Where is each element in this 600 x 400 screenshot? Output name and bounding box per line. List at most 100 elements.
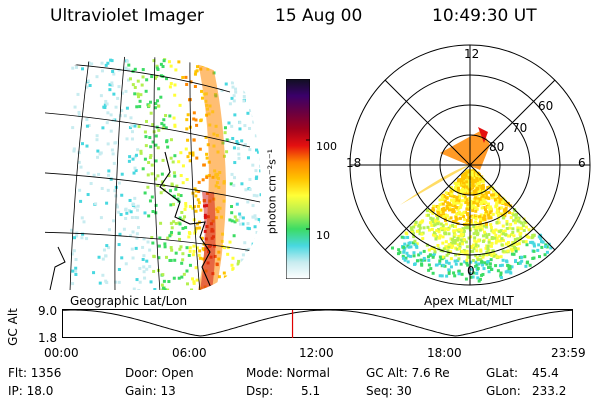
pixel [104,254,108,258]
pixel [470,170,474,174]
pixel [185,282,189,286]
pixel [152,255,156,259]
coastline [49,246,66,291]
pixel [233,176,237,180]
pixel [490,267,494,271]
pixel [453,238,457,242]
pixel [459,181,463,185]
pixel [127,209,131,213]
pixel [487,238,491,242]
pixel [243,241,247,245]
pixel [470,267,474,271]
pixel [198,256,202,260]
pixel [429,267,433,271]
pixel [185,82,189,86]
pixel [258,282,261,286]
pixel [453,204,457,208]
pixel [483,196,487,200]
pixel [124,262,128,266]
pixel [143,130,147,134]
pixel [195,156,199,160]
pixel [520,255,524,259]
pixel [120,91,124,95]
pixel [479,213,483,217]
pixel [266,104,269,107]
pixel [539,237,543,241]
pixel [261,240,264,243]
pixel [133,86,137,90]
pixel [194,209,198,213]
pixel [489,216,493,220]
pixel [449,224,453,228]
pixel [118,232,122,236]
pixel [430,208,434,212]
dsp-info: Dsp: [246,384,274,398]
pixel [172,220,176,224]
pixel [134,169,138,173]
pixel [471,259,475,263]
pixel [457,269,461,273]
glat-info: GLat: [486,366,519,380]
pixel [449,186,453,190]
pixel [142,265,146,269]
pixel [487,190,491,194]
pixel [240,139,244,143]
pixel [169,246,173,250]
pixel [512,213,516,217]
pixel [96,149,100,153]
pixel [445,204,449,208]
pixel [184,204,188,208]
pixel [160,172,164,176]
pixel [469,275,473,279]
pixel [464,240,468,244]
pixel [445,196,449,200]
pixel [259,169,261,173]
pixel [266,254,269,257]
pixel [418,221,422,225]
pixel [469,218,473,222]
pixel [156,174,160,178]
pixel [481,193,485,197]
pixel [475,256,479,260]
pixel [473,227,477,231]
pixel [168,189,172,193]
pixel [80,216,84,220]
pixel [149,111,153,115]
pixel [430,227,434,231]
pixel [130,124,134,128]
pixel [476,267,480,271]
pixel [191,253,195,257]
pixel [122,227,126,231]
pixel [254,263,258,267]
pixel [149,154,153,158]
pixel [488,211,492,215]
pixel [506,269,510,273]
pixel [224,82,228,86]
pixel [255,175,259,179]
pixel [259,157,261,161]
pixel [488,262,492,266]
pixel [152,269,156,273]
pixel [108,83,112,87]
pixel [501,232,505,236]
xtick-2359: 23:59 [551,346,586,360]
pixel [165,140,169,144]
pixel [162,279,166,283]
pixel [246,222,250,226]
pixel [484,191,488,195]
pixel [95,75,99,79]
pixel [457,272,461,276]
pixel [494,204,498,208]
pixel [225,58,229,62]
pixel [251,204,255,208]
pixel [479,188,483,192]
mlt-spoke [384,79,471,166]
pixel [134,215,138,219]
pixel [162,59,166,63]
pixel [86,193,90,197]
glon-info: GLon: [486,384,521,398]
xtick-0000: 00:00 [44,346,79,360]
pixel [253,103,257,107]
pixel [109,113,113,117]
pixel [474,240,478,244]
